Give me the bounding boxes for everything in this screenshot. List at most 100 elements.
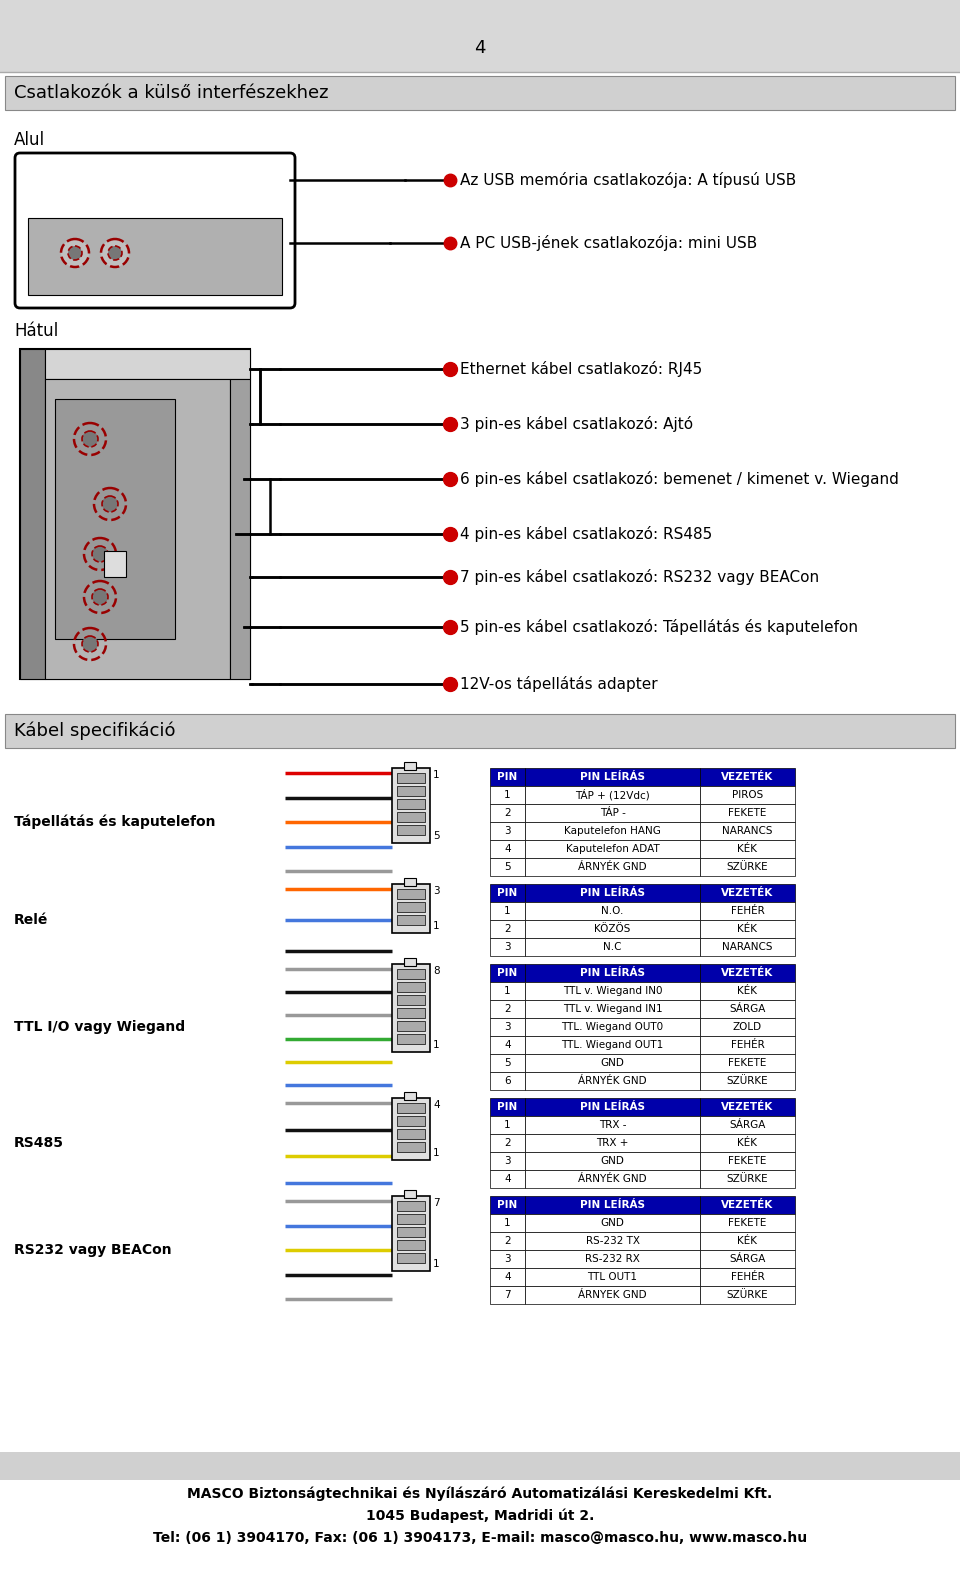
Text: TRX -: TRX - bbox=[599, 1120, 626, 1130]
Bar bbox=[700, 1115, 795, 1134]
Bar bbox=[525, 804, 700, 823]
Text: 1045 Budapest, Madridi út 2.: 1045 Budapest, Madridi út 2. bbox=[366, 1509, 594, 1523]
Text: KÉK: KÉK bbox=[737, 1236, 757, 1247]
Text: RS-232 TX: RS-232 TX bbox=[586, 1236, 639, 1247]
Text: GND: GND bbox=[601, 1058, 624, 1068]
Bar bbox=[490, 1017, 525, 1036]
Text: PIN LEÍRÁS: PIN LEÍRÁS bbox=[580, 772, 645, 782]
Bar bbox=[525, 902, 700, 921]
Bar bbox=[525, 921, 700, 938]
Text: TTL. Wiegand OUT0: TTL. Wiegand OUT0 bbox=[562, 1022, 663, 1031]
Text: 3: 3 bbox=[504, 1255, 511, 1264]
FancyBboxPatch shape bbox=[104, 551, 126, 577]
Text: VEZETÉK: VEZETÉK bbox=[721, 1103, 774, 1112]
Text: SZÜRKE: SZÜRKE bbox=[727, 862, 768, 872]
Text: 4: 4 bbox=[504, 845, 511, 854]
Bar bbox=[397, 774, 425, 783]
Text: TTL OUT1: TTL OUT1 bbox=[588, 1272, 637, 1281]
Bar bbox=[525, 1098, 700, 1115]
Bar bbox=[397, 982, 425, 992]
Bar bbox=[700, 1196, 795, 1213]
Bar bbox=[525, 1213, 700, 1232]
Bar bbox=[700, 1171, 795, 1188]
Text: 1: 1 bbox=[504, 789, 511, 800]
Bar bbox=[490, 938, 525, 956]
Text: VEZETÉK: VEZETÉK bbox=[721, 888, 774, 899]
Bar bbox=[490, 1286, 525, 1304]
Bar bbox=[700, 804, 795, 823]
Bar bbox=[700, 963, 795, 982]
Text: Kaputelefon ADAT: Kaputelefon ADAT bbox=[565, 845, 660, 854]
Text: ÁRNYEK GND: ÁRNYEK GND bbox=[578, 1289, 647, 1300]
Text: N.C: N.C bbox=[603, 941, 622, 952]
Text: TRX +: TRX + bbox=[596, 1137, 629, 1149]
Bar bbox=[5, 76, 955, 111]
Text: SZÜRKE: SZÜRKE bbox=[727, 1076, 768, 1085]
FancyBboxPatch shape bbox=[392, 963, 430, 1052]
Text: VEZETÉK: VEZETÉK bbox=[721, 772, 774, 782]
Text: 4: 4 bbox=[504, 1272, 511, 1281]
Text: NARANCS: NARANCS bbox=[722, 826, 773, 835]
Text: 3 pin-es kábel csatlakozó: Ajtó: 3 pin-es kábel csatlakozó: Ajtó bbox=[460, 416, 693, 432]
Bar bbox=[700, 1213, 795, 1232]
Bar bbox=[490, 884, 525, 902]
Text: KÉK: KÉK bbox=[737, 1137, 757, 1149]
Bar bbox=[28, 218, 282, 294]
Text: 6: 6 bbox=[504, 1076, 511, 1085]
Bar bbox=[525, 938, 700, 956]
Bar bbox=[700, 902, 795, 921]
Text: PIN LEÍRÁS: PIN LEÍRÁS bbox=[580, 968, 645, 978]
Bar bbox=[20, 350, 250, 679]
Text: PIN LEÍRÁS: PIN LEÍRÁS bbox=[580, 888, 645, 899]
Text: ZOLD: ZOLD bbox=[732, 1022, 762, 1031]
Text: Az USB memória csatlakozója: A típusú USB: Az USB memória csatlakozója: A típusú US… bbox=[460, 172, 796, 188]
Bar bbox=[490, 921, 525, 938]
Text: 5 pin-es kábel csatlakozó: Tápellátás és kaputelefon: 5 pin-es kábel csatlakozó: Tápellátás és… bbox=[460, 619, 858, 634]
Bar bbox=[525, 1152, 700, 1171]
Bar bbox=[230, 380, 250, 679]
Circle shape bbox=[102, 497, 118, 513]
Bar bbox=[397, 1228, 425, 1237]
FancyBboxPatch shape bbox=[392, 884, 430, 933]
Text: FEHÉR: FEHÉR bbox=[731, 1272, 764, 1281]
Text: ÁRNYÉK GND: ÁRNYÉK GND bbox=[578, 862, 647, 872]
Bar bbox=[397, 1142, 425, 1152]
Bar bbox=[700, 1250, 795, 1269]
Bar bbox=[700, 1232, 795, 1250]
Text: TTL v. Wiegand IN0: TTL v. Wiegand IN0 bbox=[563, 986, 662, 997]
Text: PIN: PIN bbox=[497, 1201, 517, 1210]
Bar bbox=[490, 857, 525, 876]
Text: TTL I/O vagy Wiegand: TTL I/O vagy Wiegand bbox=[14, 1020, 185, 1035]
Bar bbox=[490, 1115, 525, 1134]
Text: KÉK: KÉK bbox=[737, 986, 757, 997]
Bar bbox=[397, 786, 425, 796]
Bar bbox=[700, 1017, 795, 1036]
Bar bbox=[700, 982, 795, 1000]
Text: PIN LEÍRÁS: PIN LEÍRÁS bbox=[580, 1103, 645, 1112]
Text: Kábel specifikáció: Kábel specifikáció bbox=[14, 721, 176, 740]
Text: 5: 5 bbox=[504, 1058, 511, 1068]
Bar bbox=[490, 1152, 525, 1171]
Bar bbox=[525, 1196, 700, 1213]
Bar bbox=[525, 840, 700, 857]
Text: SZÜRKE: SZÜRKE bbox=[727, 1289, 768, 1300]
Bar bbox=[490, 786, 525, 804]
Bar bbox=[404, 763, 416, 770]
Bar bbox=[700, 1098, 795, 1115]
Bar bbox=[490, 1054, 525, 1073]
Text: KÉK: KÉK bbox=[737, 845, 757, 854]
Text: 5: 5 bbox=[433, 831, 440, 842]
FancyBboxPatch shape bbox=[392, 1196, 430, 1270]
FancyBboxPatch shape bbox=[392, 1098, 430, 1160]
Bar bbox=[700, 840, 795, 857]
Text: Hátul: Hátul bbox=[14, 323, 59, 340]
Bar bbox=[490, 1213, 525, 1232]
Text: FEKETE: FEKETE bbox=[729, 1156, 767, 1166]
Text: 2: 2 bbox=[504, 808, 511, 818]
Text: FEKETE: FEKETE bbox=[729, 1218, 767, 1228]
Circle shape bbox=[108, 245, 122, 259]
Bar bbox=[525, 1017, 700, 1036]
Bar bbox=[397, 1008, 425, 1017]
Text: Alul: Alul bbox=[14, 131, 45, 149]
Text: ÁRNYÉK GND: ÁRNYÉK GND bbox=[578, 1076, 647, 1085]
